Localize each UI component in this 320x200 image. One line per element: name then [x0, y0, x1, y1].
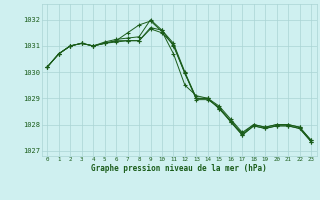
- X-axis label: Graphe pression niveau de la mer (hPa): Graphe pression niveau de la mer (hPa): [91, 164, 267, 173]
